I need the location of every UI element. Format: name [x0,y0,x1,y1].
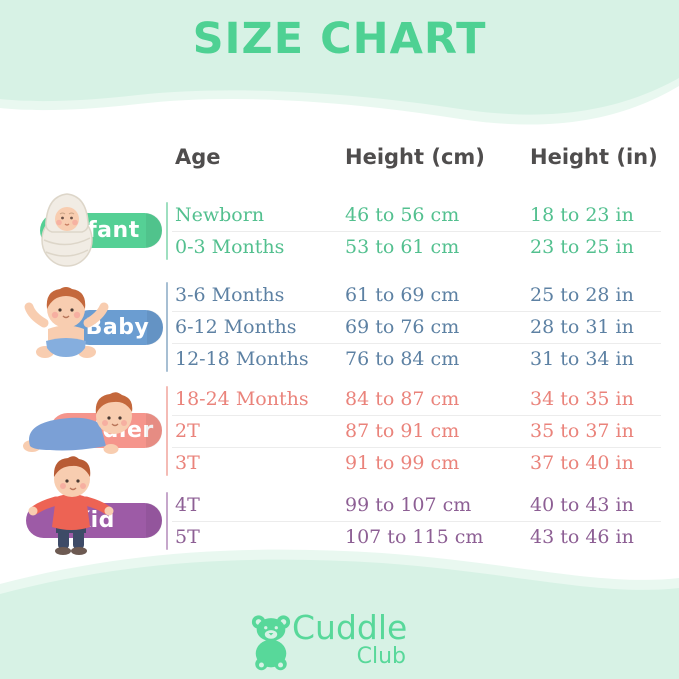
group-accent-line [166,386,168,476]
teddy-bear-icon [251,615,291,671]
height-in-cell: 23 to 25 in [530,236,634,258]
sitting-baby-illustration [24,287,109,358]
age-cell: 12-18 Months [175,348,309,370]
brand-name-club: Club [356,644,406,669]
height-cm-cell: 107 to 115 cm [345,526,484,548]
height-in-cell: 34 to 35 in [530,388,634,410]
size-table-body: Newborn 46 to 56 cm 18 to 23 in 0-3 Months 5… [166,199,663,553]
height-in-cell: 31 to 34 in [530,348,634,370]
bottom-wave [0,549,679,679]
age-cell: 2T [175,420,200,442]
height-in-cell: 25 to 28 in [530,284,634,306]
height-in-cell: 28 to 31 in [530,316,634,338]
table-row: 4T 99 to 107 cm 40 to 43 in [166,489,663,521]
height-cm-cell: 46 to 56 cm [345,204,460,226]
crawling-toddler-illustration [23,392,133,454]
group-accent-line [166,492,168,550]
height-cm-cell: 53 to 61 cm [345,236,460,258]
header-height-cm: Height (cm) [345,145,485,169]
size-group-baby: 3-6 Months 61 to 69 cm 25 to 28 in 6-12 Mon… [166,279,663,375]
height-in-cell: 37 to 40 in [530,452,634,474]
age-cell: 6-12 Months [175,316,297,338]
age-cell: 0-3 Months [175,236,285,258]
table-row: 18-24 Months 84 to 87 cm 34 to 35 in [166,383,663,415]
height-cm-cell: 87 to 91 cm [345,420,460,442]
height-cm-cell: 61 to 69 cm [345,284,460,306]
height-cm-cell: 91 to 99 cm [345,452,460,474]
height-in-cell: 18 to 23 in [530,204,634,226]
height-cm-cell: 99 to 107 cm [345,494,472,516]
height-cm-cell: 84 to 87 cm [345,388,460,410]
height-in-cell: 40 to 43 in [530,494,634,516]
table-row: 3T 91 to 99 cm 37 to 40 in [166,447,663,479]
brand-name: Cuddle [292,608,408,647]
size-group-kid: 4T 99 to 107 cm 40 to 43 in 5T 107 to 115 cm… [166,489,663,553]
height-in-cell: 43 to 46 in [530,526,634,548]
baby-badge: Baby [72,310,163,345]
table-row: 12-18 Months 76 to 84 cm 31 to 34 in [166,343,663,375]
age-cell: 5T [175,526,200,548]
table-row: 0-3 Months 53 to 61 cm 23 to 25 in [166,231,663,263]
size-group-toddler: 18-24 Months 84 to 87 cm 34 to 35 in 2T 87 t… [166,383,663,479]
height-cm-cell: 76 to 84 cm [345,348,460,370]
group-accent-line [166,202,168,260]
header-age: Age [175,145,221,169]
age-cell: 3T [175,452,200,474]
header-height-in: Height (in) [530,145,658,169]
page-title: SIZE CHART [192,14,487,64]
size-group-infant: Newborn 46 to 56 cm 18 to 23 in 0-3 Months 5… [166,199,663,263]
top-wave [0,0,679,125]
table-row: 2T 87 to 91 cm 35 to 37 in [166,415,663,447]
height-in-cell: 35 to 37 in [530,420,634,442]
swaddled-baby-illustration [41,193,93,267]
age-cell: 4T [175,494,200,516]
height-cm-cell: 69 to 76 cm [345,316,460,338]
table-row: 5T 107 to 115 cm 43 to 46 in [166,521,663,553]
table-header-row: Age Height (cm) Height (in) [166,145,663,169]
table-row: Newborn 46 to 56 cm 18 to 23 in [166,199,663,231]
age-cell: 18-24 Months [175,388,309,410]
group-accent-line [166,282,168,372]
standing-kid-illustration [28,456,114,555]
age-cell: Newborn [175,204,265,226]
table-row: 6-12 Months 69 to 76 cm 28 to 31 in [166,311,663,343]
table-row: 3-6 Months 61 to 69 cm 25 to 28 in [166,279,663,311]
age-cell: 3-6 Months [175,284,285,306]
